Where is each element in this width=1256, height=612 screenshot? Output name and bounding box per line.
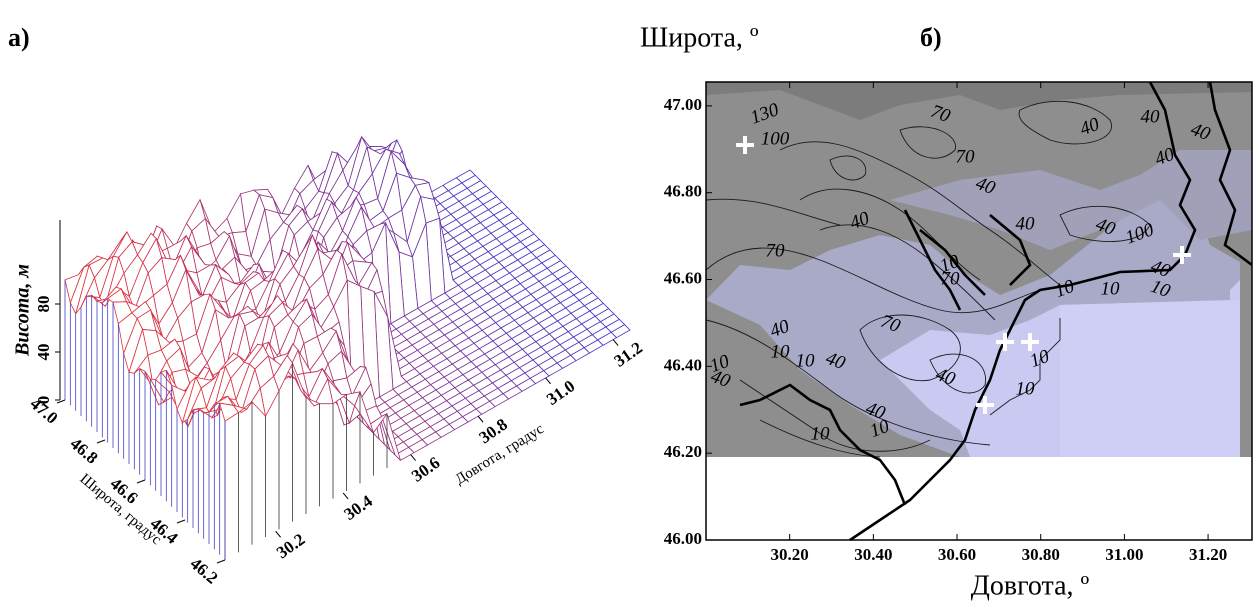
contour-label: 10 bbox=[796, 350, 816, 371]
y-tick-label: 46.00 bbox=[664, 529, 702, 548]
contour-label: 70 bbox=[941, 268, 961, 289]
x-tick-label: 31.00 bbox=[1105, 545, 1143, 564]
x-tick-label: 30.80 bbox=[1022, 545, 1060, 564]
x-axis-title: Довгота, º bbox=[971, 570, 1090, 601]
z-tick-label: 80 bbox=[34, 296, 53, 313]
y-tick-label: 46.2 bbox=[187, 554, 222, 588]
contour-label: 100 bbox=[761, 128, 790, 149]
contour-label: 70 bbox=[956, 146, 976, 167]
region bbox=[1240, 235, 1252, 457]
y-tick-label: 46.40 bbox=[664, 355, 702, 374]
x-tick bbox=[613, 340, 618, 346]
surface bbox=[65, 137, 630, 560]
x-tick-label: 30.60 bbox=[938, 545, 976, 564]
z-tick-label: 40 bbox=[34, 344, 53, 361]
panel-label: а) bbox=[8, 23, 30, 52]
contour-label: 70 bbox=[766, 240, 786, 261]
y-tick-label: 46.60 bbox=[664, 268, 702, 287]
x-tick bbox=[411, 455, 416, 461]
x-tick bbox=[478, 416, 483, 422]
y-tick-label: 46.20 bbox=[664, 442, 702, 461]
panel-label: б) bbox=[920, 23, 942, 52]
y-tick-label: 47.0 bbox=[27, 394, 62, 428]
figure: а) Широта, º б) Довгота, º Висота, м Дов… bbox=[0, 0, 1256, 612]
z-axis-title: Висота, м bbox=[12, 264, 34, 357]
x-tick-label: 30.40 bbox=[854, 545, 892, 564]
x-tick bbox=[546, 378, 551, 384]
contour-label: 40 bbox=[1016, 213, 1036, 234]
x-tick bbox=[343, 493, 348, 499]
contour-label: 10 bbox=[1101, 278, 1121, 299]
y-tick-label: 47.00 bbox=[664, 95, 702, 114]
x-tick-label: 31.20 bbox=[1189, 545, 1227, 564]
y-tick bbox=[137, 480, 145, 483]
y-tick bbox=[217, 560, 225, 563]
contour-label: 40 bbox=[1141, 106, 1161, 127]
y-tick-label: 46.8 bbox=[67, 434, 102, 468]
contour-label: 10 bbox=[811, 423, 831, 444]
contour-label: 10 bbox=[771, 341, 791, 362]
page: а) Широта, º б) Довгота, º Висота, м Дов… bbox=[0, 0, 1256, 612]
contour-label: 10 bbox=[1016, 378, 1036, 399]
y-axis-title: Широта, º bbox=[640, 22, 759, 53]
y-tick bbox=[97, 440, 105, 443]
y-tick-label: 46.80 bbox=[664, 182, 702, 201]
x-tick bbox=[276, 531, 281, 537]
y-tick bbox=[177, 520, 185, 523]
region bbox=[1060, 300, 1240, 457]
x-tick-label: 30.20 bbox=[771, 545, 809, 564]
